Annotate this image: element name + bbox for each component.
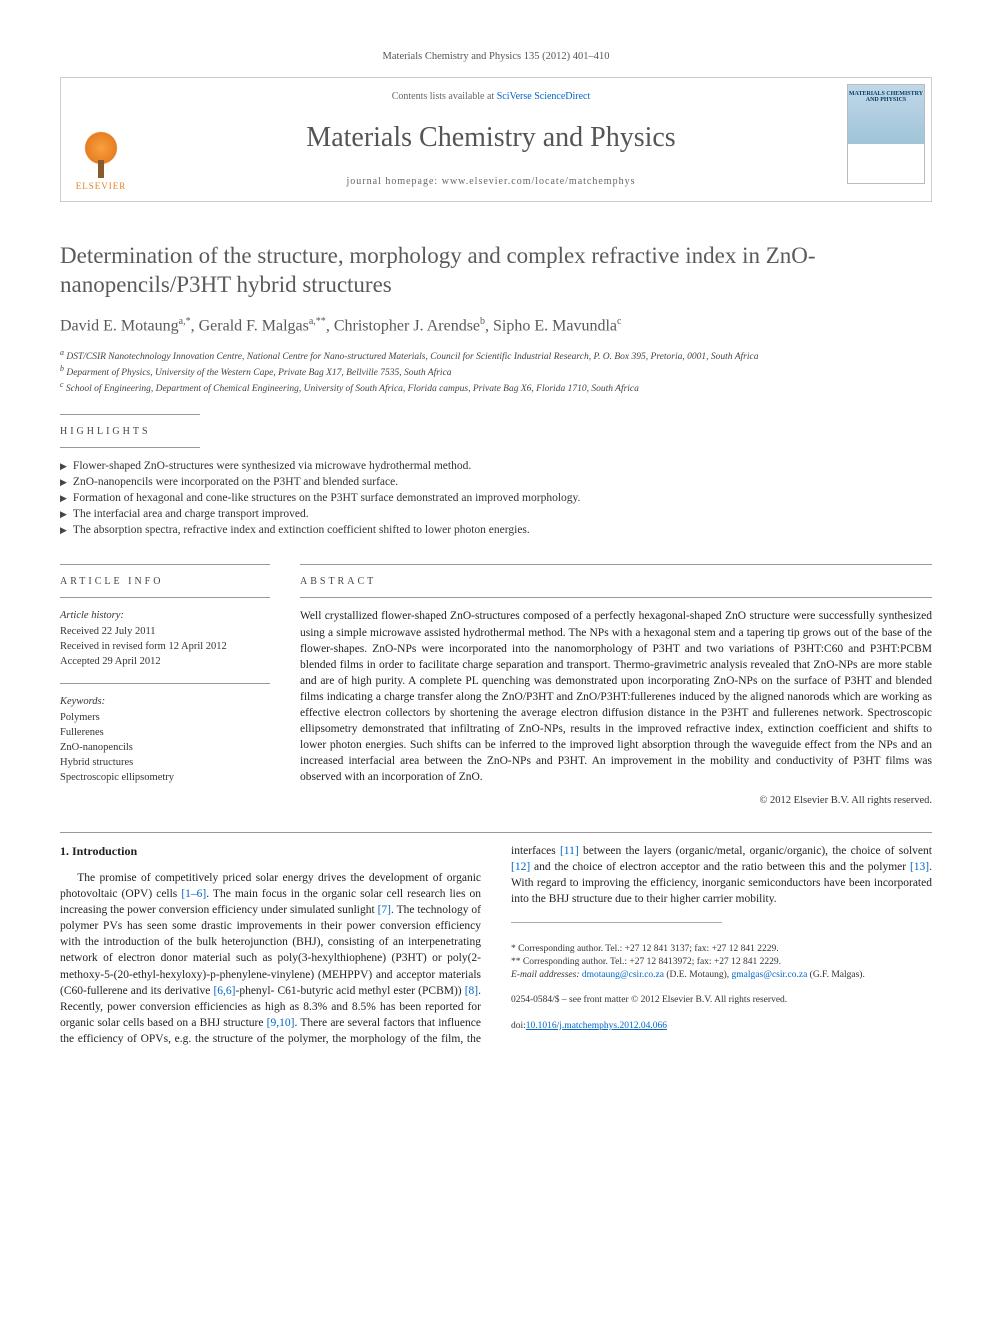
email-label: E-mail addresses:	[511, 970, 580, 980]
article-title: Determination of the structure, morpholo…	[60, 242, 932, 300]
abstract-text: Well crystallized flower-shaped ZnO-stru…	[300, 608, 932, 785]
footer-issn: 0254-0584/$ – see front matter © 2012 El…	[511, 994, 932, 1007]
citation-ref[interactable]: [9,10]	[267, 1017, 295, 1029]
intro-heading: 1. Introduction	[60, 843, 481, 860]
journal-homepage: journal homepage: www.elsevier.com/locat…	[149, 175, 833, 189]
article-history: Article history: Received 22 July 2011Re…	[60, 608, 270, 669]
citation-ref[interactable]: [12]	[511, 861, 530, 873]
email-2-name: (G.F. Malgas).	[810, 970, 865, 980]
abstract-heading: abstract	[300, 575, 932, 589]
highlight-item: The absorption spectra, refractive index…	[60, 522, 932, 538]
homepage-prefix: journal homepage:	[347, 176, 442, 187]
keywords-block: Keywords: PolymersFullerenesZnO-nanopenc…	[60, 694, 270, 785]
divider	[60, 683, 270, 684]
divider	[300, 564, 932, 565]
journal-header: ELSEVIER Contents lists available at Sci…	[60, 77, 932, 202]
corresponding-2: ** Corresponding author. Tel.: +27 12 84…	[511, 956, 932, 969]
journal-name: Materials Chemistry and Physics	[149, 118, 833, 157]
footer-doi: doi:10.1016/j.matchemphys.2012.04.066	[511, 1020, 932, 1033]
article-info-column: article info Article history: Received 2…	[60, 556, 270, 808]
header-center: Contents lists available at SciVerse Sci…	[141, 78, 841, 201]
keyword: Polymers	[60, 710, 270, 725]
publisher-logo-block: ELSEVIER	[61, 78, 141, 201]
citation-ref[interactable]: [11]	[560, 845, 579, 857]
history-line: Received 22 July 2011	[60, 624, 270, 639]
doi-link[interactable]: 10.1016/j.matchemphys.2012.04.066	[526, 1021, 667, 1031]
affiliation: b Deparment of Physics, University of th…	[60, 364, 932, 380]
footnotes: * Corresponding author. Tel.: +27 12 841…	[511, 943, 932, 983]
email-line: E-mail addresses: dmotaung@csir.co.za (D…	[511, 969, 932, 982]
keyword: Spectroscopic ellipsometry	[60, 770, 270, 785]
highlight-item: The interfacial area and charge transpor…	[60, 506, 932, 522]
affiliation: a DST/CSIR Nanotechnology Innovation Cen…	[60, 348, 932, 364]
affiliations: a DST/CSIR Nanotechnology Innovation Cen…	[60, 348, 932, 396]
abstract-column: abstract Well crystallized flower-shaped…	[300, 556, 932, 808]
divider	[60, 447, 200, 448]
highlight-item: ZnO-nanopencils were incorporated on the…	[60, 474, 932, 490]
highlights-list: Flower-shaped ZnO-structures were synthe…	[60, 458, 932, 538]
divider	[60, 414, 200, 415]
corresponding-1: * Corresponding author. Tel.: +27 12 841…	[511, 943, 932, 956]
citation-ref[interactable]: [8]	[465, 985, 478, 997]
highlight-item: Flower-shaped ZnO-structures were synthe…	[60, 458, 932, 474]
citation: Materials Chemistry and Physics 135 (201…	[60, 50, 932, 65]
citation-ref[interactable]: [6,6]	[213, 985, 235, 997]
affiliation: c School of Engineering, Department of C…	[60, 380, 932, 396]
cover-thumb-title: MATERIALS CHEMISTRY AND PHYSICS	[848, 91, 924, 104]
history-label: Article history:	[60, 608, 270, 623]
keywords-label: Keywords:	[60, 694, 270, 709]
copyright: © 2012 Elsevier B.V. All rights reserved…	[300, 794, 932, 809]
body-columns: 1. Introduction The promise of competiti…	[60, 843, 932, 1047]
email-1[interactable]: dmotaung@csir.co.za	[582, 970, 664, 980]
article-info-heading: article info	[60, 575, 270, 589]
elsevier-tree-icon	[76, 128, 126, 178]
email-2[interactable]: gmalgas@csir.co.za	[732, 970, 808, 980]
citation-ref[interactable]: [13]	[910, 861, 929, 873]
contents-prefix: Contents lists available at	[392, 91, 497, 102]
highlights-heading: highlights	[60, 425, 932, 439]
divider	[300, 597, 932, 598]
keyword: Hybrid structures	[60, 755, 270, 770]
history-line: Received in revised form 12 April 2012	[60, 639, 270, 654]
journal-cover: MATERIALS CHEMISTRY AND PHYSICS	[841, 78, 931, 201]
footnote-rule	[511, 922, 722, 923]
divider	[60, 564, 270, 565]
homepage-url[interactable]: www.elsevier.com/locate/matchemphys	[442, 176, 636, 187]
sciencedirect-link[interactable]: SciVerse ScienceDirect	[497, 91, 591, 102]
citation-ref[interactable]: [1–6]	[181, 888, 206, 900]
contents-available-line: Contents lists available at SciVerse Sci…	[149, 90, 833, 104]
citation-ref[interactable]: [7]	[378, 904, 391, 916]
email-1-name: (D.E. Motaung),	[666, 970, 729, 980]
authors: David E. Motaunga,*, Gerald F. Malgasa,*…	[60, 315, 932, 338]
divider	[60, 597, 270, 598]
publisher-name: ELSEVIER	[76, 180, 127, 193]
cover-thumbnail: MATERIALS CHEMISTRY AND PHYSICS	[847, 84, 925, 184]
history-line: Accepted 29 April 2012	[60, 654, 270, 669]
divider	[60, 832, 932, 833]
keyword: Fullerenes	[60, 725, 270, 740]
highlight-item: Formation of hexagonal and cone-like str…	[60, 490, 932, 506]
keyword: ZnO-nanopencils	[60, 740, 270, 755]
doi-label: doi:	[511, 1021, 526, 1031]
